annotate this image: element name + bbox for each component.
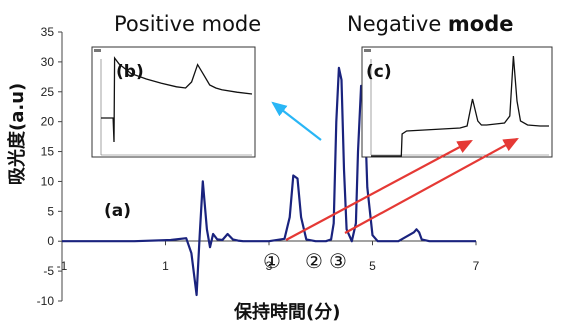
arrow-peak1-to-inset-c-first xyxy=(285,139,473,241)
y-tick-label: -5 xyxy=(43,264,54,278)
main-chromatogram-line xyxy=(62,66,476,297)
y-tick-label: 15 xyxy=(41,145,55,159)
negative-mode-title: Negative mode xyxy=(347,12,514,36)
inset-c-label: (c) xyxy=(366,62,392,82)
arrow-peak2-to-inset-b xyxy=(271,101,322,141)
inset-b-line xyxy=(101,56,253,143)
y-axis: -10 -5 0 5 10 15 20 25 30 35 xyxy=(37,25,63,308)
y-tick-label: -10 xyxy=(37,294,55,308)
y-tick-label: 35 xyxy=(41,25,55,39)
peak-annotations: ① ② ③ xyxy=(263,249,347,273)
y-tick-label: 10 xyxy=(41,174,55,188)
x-tick-label: 7 xyxy=(473,259,480,273)
x-axis-title: 保持時間(分) xyxy=(233,301,340,323)
y-axis-title: 吸光度(a.u) xyxy=(6,83,28,185)
inset-b-logo xyxy=(94,49,101,52)
inset-b: (b) xyxy=(91,46,256,158)
inset-c-logo xyxy=(364,49,371,52)
peak-2-label: ② xyxy=(305,249,323,273)
inset-b-label: (b) xyxy=(116,62,144,82)
inset-c-line xyxy=(371,55,549,157)
x-tick-label: 3 xyxy=(266,259,273,273)
y-tick-label: 25 xyxy=(41,85,55,99)
trace-a-label: (a) xyxy=(104,201,131,221)
y-tick-label: 20 xyxy=(41,115,55,129)
arrow-peak3-to-inset-c-second xyxy=(344,137,519,234)
x-tick-label: 5 xyxy=(369,259,376,273)
inset-c: (c) xyxy=(361,46,553,158)
peak-1-label: ① xyxy=(263,249,281,273)
peak-3-label: ③ xyxy=(329,249,347,273)
positive-mode-title: Positive mode xyxy=(114,12,261,36)
y-tick-label: 0 xyxy=(47,234,54,248)
y-tick-label: 30 xyxy=(41,55,55,69)
x-tick-label: 1 xyxy=(162,259,169,273)
y-tick-label: 5 xyxy=(47,204,54,218)
